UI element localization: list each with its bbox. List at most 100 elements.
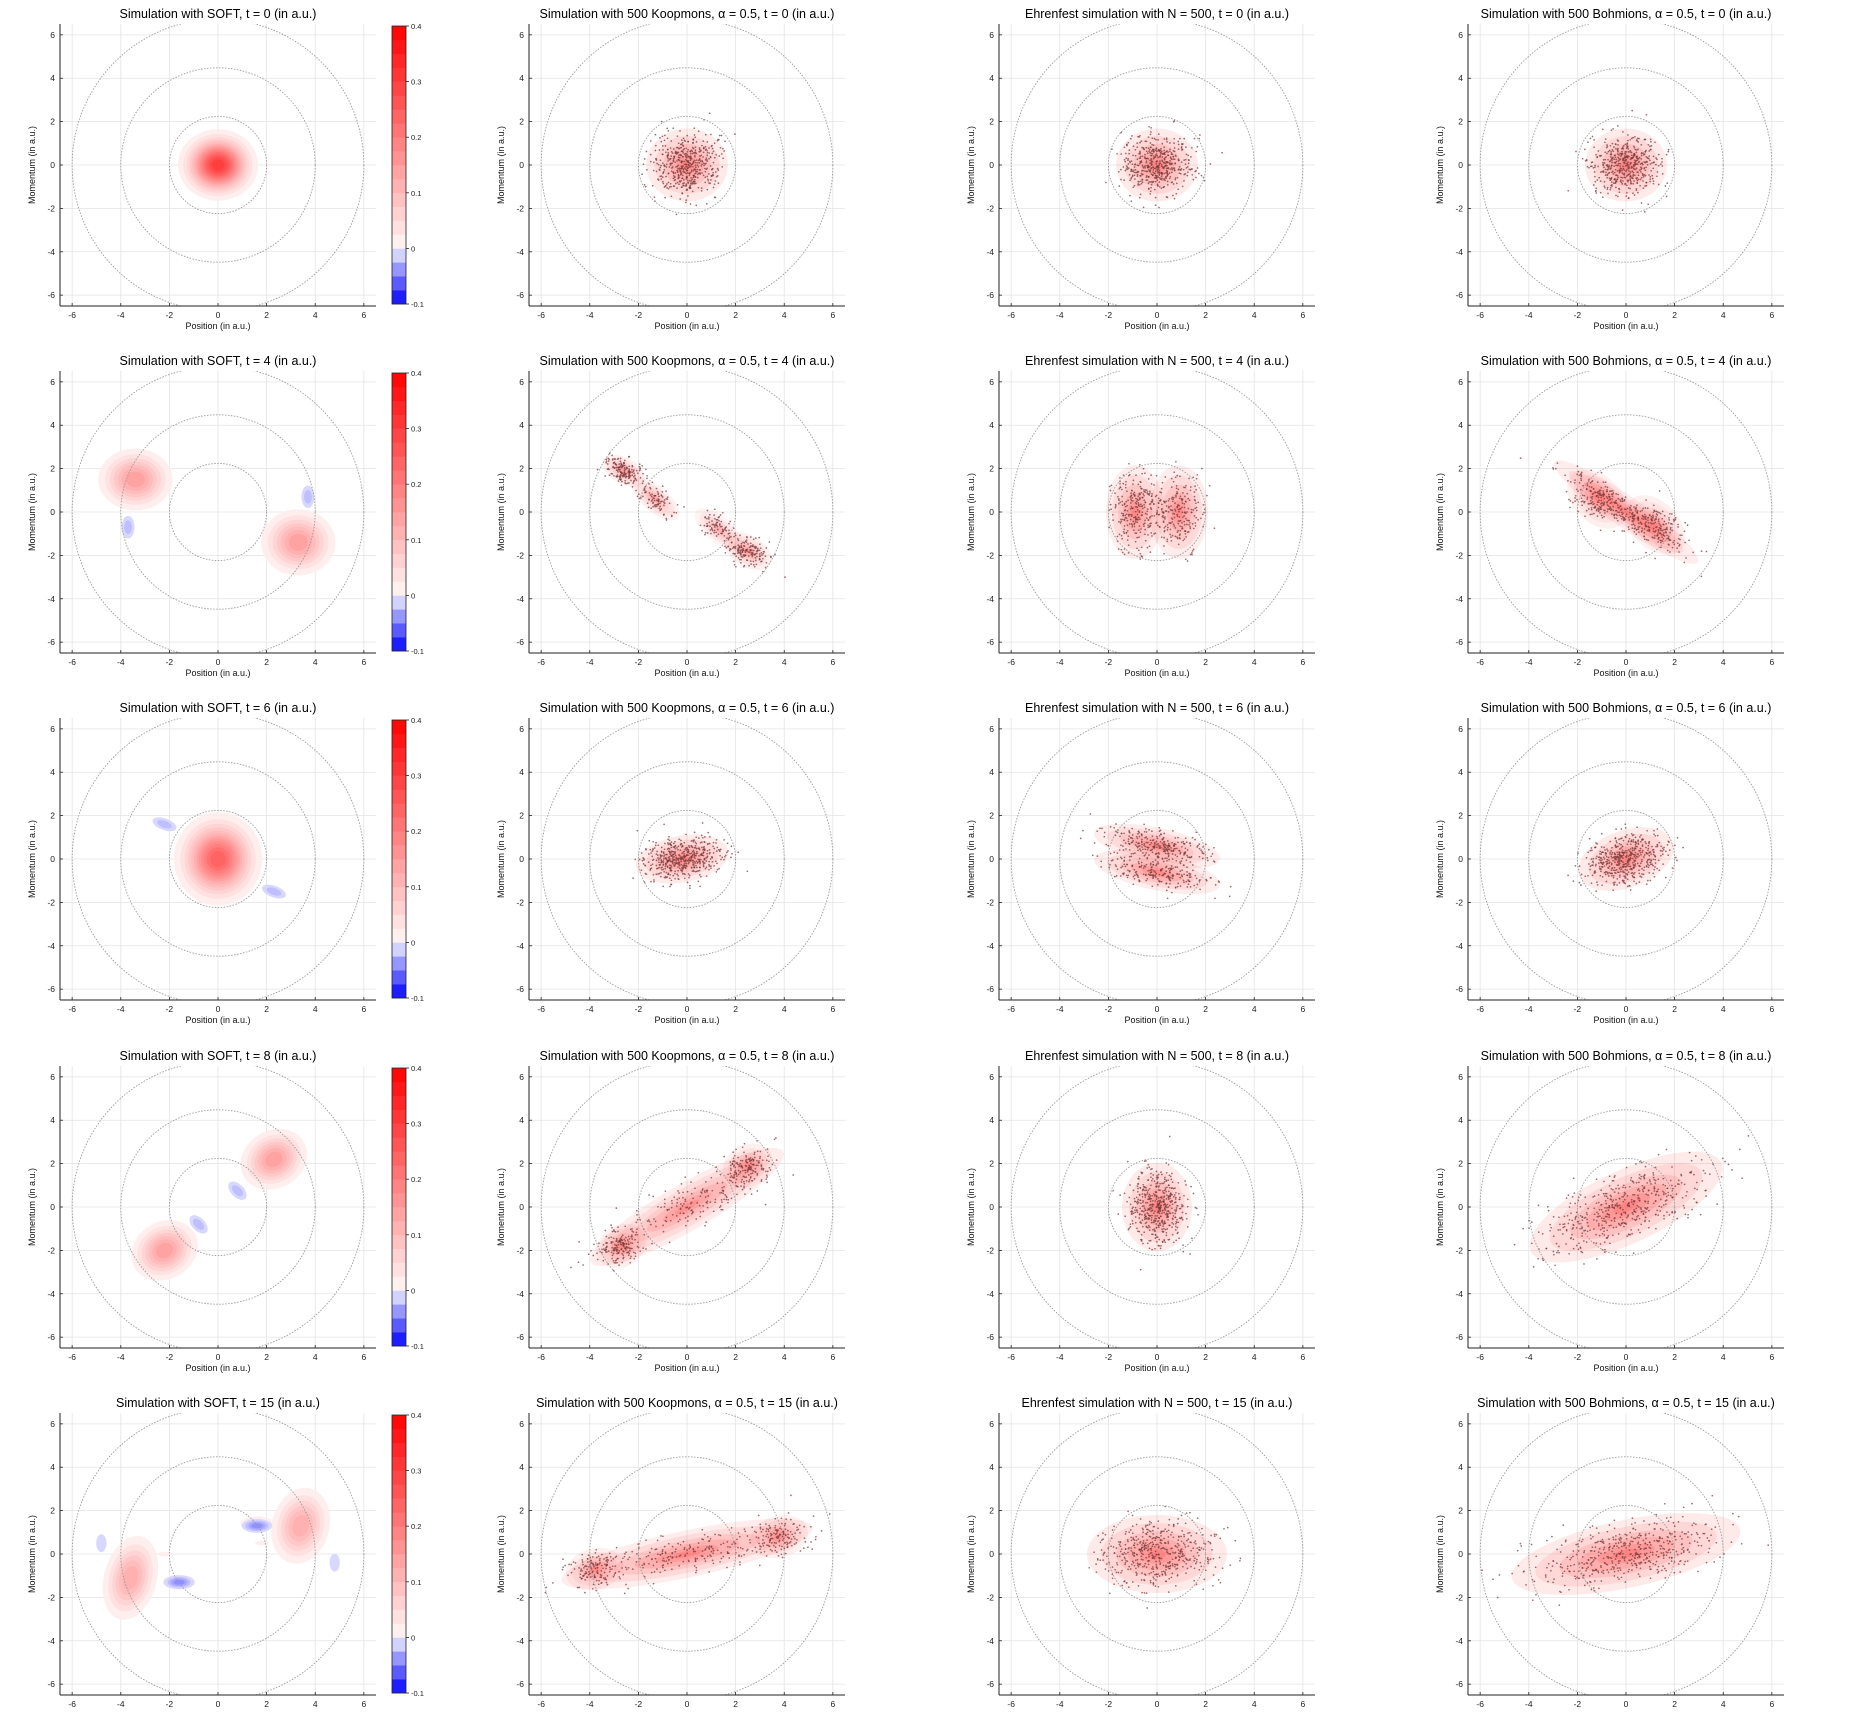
- particle: [1604, 159, 1606, 161]
- particle: [671, 860, 673, 862]
- particle: [1574, 497, 1576, 499]
- particle: [1151, 842, 1153, 844]
- particle: [1130, 508, 1132, 510]
- particle: [1125, 484, 1127, 486]
- particle: [704, 534, 706, 536]
- particle: [641, 869, 643, 871]
- particle: [1181, 869, 1183, 871]
- particle: [733, 561, 735, 563]
- particle: [738, 540, 740, 542]
- x-tick-label: 6: [1769, 657, 1774, 667]
- particle: [1633, 168, 1635, 170]
- x-tick-label: -6: [68, 657, 76, 667]
- x-tick-label: 6: [1300, 310, 1305, 320]
- particle: [1181, 522, 1183, 524]
- particle: [1166, 139, 1168, 141]
- particle: [1663, 532, 1665, 534]
- particle: [1620, 181, 1622, 183]
- x-tick-label: 2: [1672, 657, 1677, 667]
- particle: [1166, 141, 1168, 143]
- particle: [1658, 154, 1660, 156]
- contour-level: [126, 472, 145, 488]
- particle: [644, 490, 646, 492]
- particle: [1142, 493, 1144, 495]
- particle: [1105, 182, 1107, 184]
- particle: [695, 841, 697, 843]
- particle: [1590, 469, 1592, 471]
- particle: [1672, 542, 1674, 544]
- particle: [1143, 468, 1145, 470]
- particle: [652, 506, 654, 508]
- particle: [1137, 495, 1139, 497]
- particle: [1176, 491, 1178, 493]
- particle: [1122, 483, 1124, 485]
- particle: [1599, 155, 1601, 157]
- particle: [1141, 844, 1143, 846]
- particle: [1626, 165, 1628, 167]
- particle: [1577, 852, 1579, 854]
- particle: [682, 857, 684, 859]
- particle: [691, 183, 693, 185]
- wigner-negative-lobe: [260, 882, 288, 902]
- particle: [1163, 527, 1165, 529]
- density-shading: [1116, 129, 1198, 202]
- particle: [1617, 148, 1619, 150]
- particle: [1127, 874, 1129, 876]
- particle: [1625, 160, 1627, 162]
- particle: [655, 873, 657, 875]
- particle: [711, 520, 713, 522]
- particle: [1113, 827, 1115, 829]
- particle: [1625, 165, 1627, 167]
- particle: [1186, 493, 1188, 495]
- particle: [1638, 174, 1640, 176]
- y-tick-label: 0: [50, 160, 55, 170]
- particle: [765, 555, 767, 557]
- particle: [683, 169, 685, 171]
- particle: [766, 562, 768, 564]
- particle: [745, 552, 747, 554]
- particle: [1171, 478, 1173, 480]
- particle: [1156, 155, 1158, 157]
- particle: [1656, 868, 1658, 870]
- particle: [1615, 161, 1617, 163]
- particle: [730, 857, 732, 859]
- x-tick-label: -6: [1007, 657, 1015, 667]
- particle: [1136, 142, 1138, 144]
- particle: [700, 524, 702, 526]
- y-tick-label: 4: [50, 73, 55, 83]
- particle: [620, 460, 622, 462]
- subplot-r0-c3: Simulation with 500 Bohmions, α = 0.5, t…: [1435, 7, 1784, 331]
- particle: [1188, 478, 1190, 480]
- particle: [1596, 179, 1598, 181]
- particle: [1168, 848, 1170, 850]
- particle: [680, 161, 682, 163]
- particle: [1652, 514, 1654, 516]
- colorbar-tick-label: 0.4: [411, 22, 421, 31]
- particle: [1144, 522, 1146, 524]
- particle: [650, 154, 652, 156]
- particle: [657, 498, 659, 500]
- particle: [1593, 488, 1595, 490]
- particle: [1230, 886, 1232, 888]
- particle: [1124, 161, 1126, 163]
- particle: [1214, 527, 1216, 529]
- particle: [1186, 520, 1188, 522]
- particle: [1151, 495, 1153, 497]
- particle: [1112, 519, 1114, 521]
- particle: [1662, 173, 1664, 175]
- particle: [666, 183, 668, 185]
- particle: [1157, 863, 1159, 865]
- particle: [1176, 183, 1178, 185]
- particle: [1080, 838, 1082, 840]
- x-tick-label: -2: [1105, 310, 1113, 320]
- particle: [1586, 498, 1588, 500]
- particle: [1206, 857, 1208, 859]
- particle: [1180, 508, 1182, 510]
- wigner-positive-lobe: [178, 129, 258, 201]
- particle: [656, 171, 658, 173]
- particle: [659, 503, 661, 505]
- particle: [1142, 852, 1144, 854]
- particle: [1608, 500, 1610, 502]
- particle: [1629, 178, 1631, 180]
- particle: [633, 476, 635, 478]
